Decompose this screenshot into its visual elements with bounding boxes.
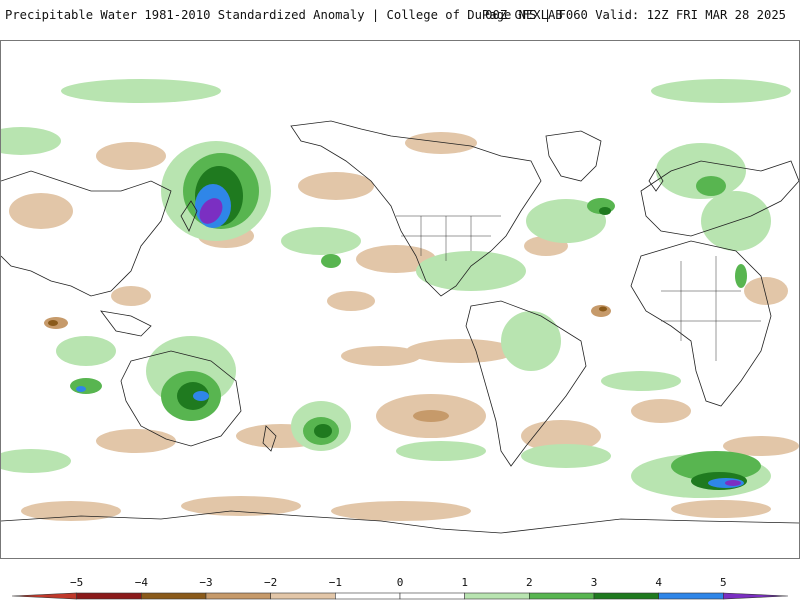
colorbar-segment [270,592,336,600]
map-canvas [1,41,799,558]
colorbar-tick-label: −3 [199,576,212,589]
map-title: Precipitable Water 1981-2010 Standardize… [5,8,563,22]
colorbar-segment [723,592,789,600]
colorbar-tick-label: 0 [397,576,404,589]
colorbar-tick-label: −1 [329,576,342,589]
colorbar-segment [11,592,77,600]
colorbar-segment [529,592,595,600]
colorbar-segment [399,592,465,600]
colorbar-tick-label: −5 [70,576,83,589]
colorbar-canvas: −5 −4 −3 −2 −1 0 1 2 3 4 5 [11,576,789,600]
colorbar-tick-label: −4 [135,576,149,589]
colorbar-tick-label: 2 [526,576,533,589]
colorbar-tick-label: 5 [720,576,727,589]
map-header: Precipitable Water 1981-2010 Standardize… [0,0,800,30]
colorbar-tick-label: 3 [591,576,598,589]
colorbar-tick-label: −2 [264,576,277,589]
anomaly-map [0,40,800,559]
colorbar-segment [205,592,271,600]
extreme-moist-anomaly-areas [199,198,741,486]
colorbar-legend: −5 −4 −3 −2 −1 0 1 2 3 4 5 [0,560,800,600]
political-borders [396,215,761,361]
colorbar-tick-label: 1 [461,576,468,589]
model-run-info: 00Z GFS | F060 Valid: 12Z FRI MAR 28 202… [485,8,786,22]
extreme-dry-anomaly-areas [48,306,607,326]
colorbar-tick-label: 4 [655,576,662,589]
coastlines [1,120,799,534]
colorbar-segment [464,592,530,600]
colorbar-segment [335,592,401,600]
colorbar-segment [141,592,207,600]
colorbar-segment [76,592,142,600]
colorbar-segment [593,592,659,600]
colorbar-segment [658,592,724,600]
